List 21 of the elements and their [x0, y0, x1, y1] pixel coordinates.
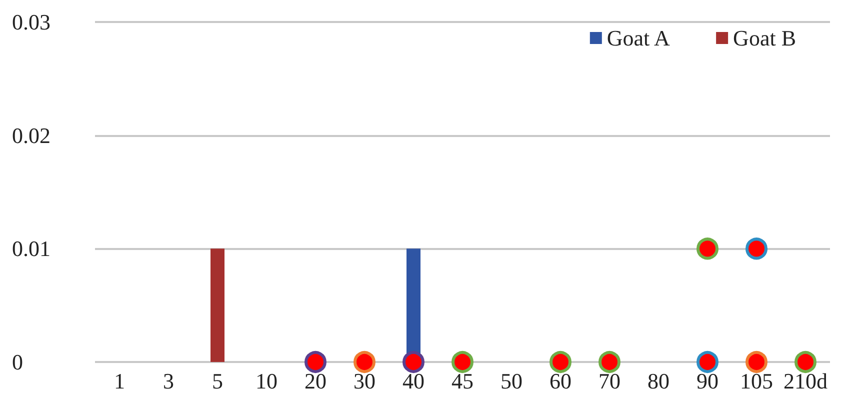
- x-tick-label: 10: [256, 368, 278, 394]
- y-tick-label: 0.02: [12, 122, 50, 148]
- x-tick-label: 5: [212, 368, 223, 394]
- x-tick-label: 20: [304, 368, 326, 394]
- x-tick-label: 1: [114, 368, 125, 394]
- x-tick-label: 80: [648, 368, 670, 394]
- y-tick-label: 0.01: [12, 236, 50, 262]
- x-tick-label: 3: [163, 368, 174, 394]
- x-tick-label: 45: [452, 368, 474, 394]
- y-tick-label: 0.03: [12, 10, 50, 34]
- x-tick-label: 40: [402, 368, 424, 394]
- x-tick-label: 70: [598, 368, 620, 394]
- legend-label: Goat A: [606, 26, 670, 50]
- x-tick-label: 210d: [784, 368, 828, 394]
- legend-label: Goat B: [733, 26, 796, 50]
- x-tick-label: 60: [550, 368, 572, 394]
- x-tick-label: 105: [740, 368, 773, 394]
- y-tick-label: 0: [12, 350, 23, 374]
- x-tick-label: 50: [500, 368, 522, 394]
- x-tick-label: 30: [354, 368, 376, 394]
- x-tick-label: 90: [696, 368, 718, 394]
